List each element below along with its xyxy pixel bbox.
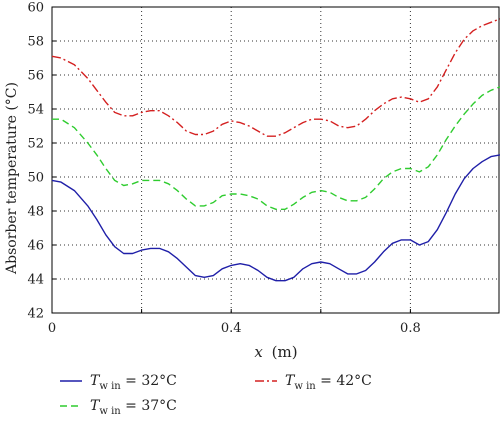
- plot-frame: [51, 6, 500, 314]
- series-line-1: [51, 154, 500, 282]
- y-tick-label: 54: [27, 103, 44, 118]
- y-tick-label: 58: [27, 35, 44, 50]
- y-tick-label: 60: [27, 1, 44, 16]
- x-tick-label: 0: [48, 321, 56, 336]
- y-tick-label: 44: [27, 273, 44, 288]
- tick-labels: 42 44 46 48 50 52 54 56 58 60 0 0.4 0.8: [27, 1, 420, 337]
- series-line-2: [52, 86, 500, 210]
- x-axis-unit: (m): [272, 343, 298, 361]
- x-axis-label: x (m): [254, 343, 297, 361]
- y-axis-label: Absorber temperature (°C): [4, 82, 20, 275]
- y-tick-label: 48: [27, 205, 44, 220]
- legend: Tw in = 32°C Tw in = 37°C Tw in = 42°C: [60, 373, 372, 417]
- x-tick-label: 0.8: [400, 321, 421, 336]
- series-layer: [51, 18, 500, 282]
- y-tick-label: 46: [27, 239, 44, 254]
- y-tick-label: 50: [27, 171, 44, 186]
- grid-lines: [52, 7, 499, 313]
- tick-marks: [51, 6, 411, 314]
- x-tick-label: 0.4: [221, 321, 242, 336]
- y-tick-label: 42: [27, 307, 44, 322]
- legend-label-3: Tw in = 42°C: [285, 373, 372, 392]
- y-tick-label: 56: [27, 69, 44, 84]
- series-line-3: [51, 18, 500, 137]
- y-tick-label: 52: [27, 137, 44, 152]
- x-axis-variable: x: [254, 343, 263, 361]
- legend-label-2: Tw in = 37°C: [90, 398, 177, 417]
- legend-label-1: Tw in = 32°C: [90, 373, 177, 392]
